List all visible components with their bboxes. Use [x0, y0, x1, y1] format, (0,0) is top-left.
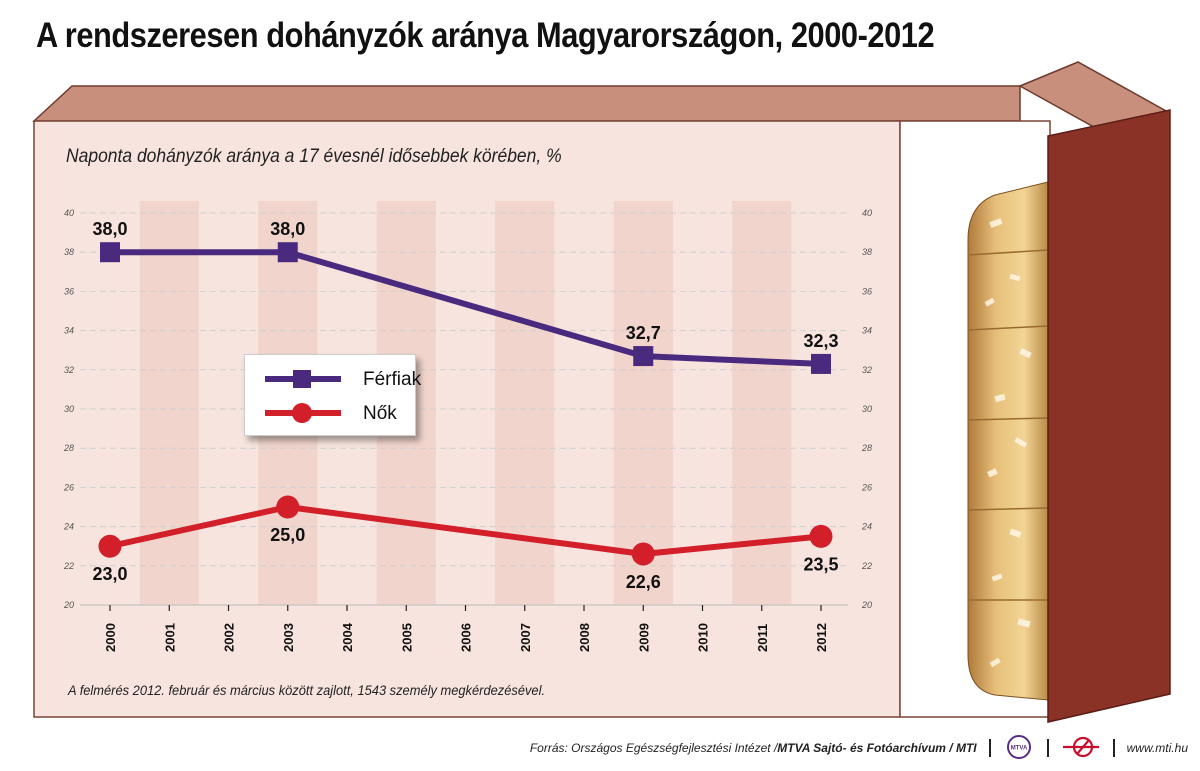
legend-line-female — [265, 403, 341, 423]
data-point-female — [809, 524, 833, 548]
y-tick-label-right: 32 — [862, 365, 872, 375]
cigarettes-icon — [967, 181, 1049, 701]
y-tick-label-left: 32 — [64, 365, 74, 375]
y-tick-label-left: 24 — [63, 522, 74, 532]
data-point-female — [276, 495, 300, 519]
x-tick-label: 2009 — [636, 623, 651, 652]
mtva-logo-text: MTVA — [1010, 745, 1027, 751]
y-tick-label-right: 40 — [862, 208, 872, 218]
x-tick-label: 2008 — [577, 623, 592, 652]
x-tick-label: 2011 — [755, 624, 770, 652]
data-label-female: 23,5 — [803, 554, 838, 574]
data-label-male: 32,3 — [803, 331, 838, 351]
x-tick-label: 2004 — [340, 622, 355, 652]
box-side — [1047, 109, 1171, 723]
data-label-male: 38,0 — [92, 219, 127, 239]
column-stripe — [613, 201, 673, 605]
data-label-female: 23,0 — [92, 564, 127, 584]
x-tick-label: 2001 — [162, 623, 177, 652]
footer-separator — [988, 739, 991, 757]
data-label-female: 22,6 — [626, 572, 661, 592]
y-tick-label-left: 22 — [63, 561, 74, 571]
mti-logo-icon — [1061, 735, 1101, 762]
footer-source: Forrás: Országos Egészségfejlesztési Int… — [529, 741, 778, 755]
page-title: A rendszeresen dohányzók aránya Magyaror… — [36, 16, 935, 55]
y-tick-label-right: 22 — [861, 561, 872, 571]
x-tick-label: 2007 — [518, 623, 533, 652]
data-label-male: 32,7 — [626, 323, 661, 343]
data-label-male: 38,0 — [270, 219, 305, 239]
footer: Forrás: Országos Egészségfejlesztési Int… — [529, 734, 1188, 762]
legend-item-male: Férfiak — [263, 367, 421, 391]
y-tick-label-left: 20 — [63, 600, 74, 610]
box-top — [32, 85, 1021, 122]
y-tick-label-right: 30 — [862, 404, 872, 414]
footer-separator — [1046, 739, 1049, 757]
survey-note: A felmérés 2012. február és március közö… — [68, 682, 546, 698]
data-point-male — [811, 353, 831, 374]
column-stripe — [139, 201, 199, 605]
x-tick-label: 2012 — [814, 623, 829, 652]
footer-website: www.mti.hu — [1126, 741, 1188, 755]
chart-subtitle: Naponta dohányzók aránya a 17 évesnél id… — [66, 146, 562, 167]
data-point-male — [277, 242, 298, 263]
data-point-female — [98, 534, 122, 558]
footer-archive: MTVA Sajtó- és Fotóarchívum / MTI — [777, 741, 977, 755]
y-tick-label-left: 34 — [64, 326, 74, 336]
legend-label-female: Nők — [363, 403, 397, 424]
series-line-male — [110, 249, 822, 367]
y-tick-label-right: 28 — [861, 443, 872, 453]
data-label-female: 25,0 — [270, 525, 305, 545]
x-tick-label: 2010 — [696, 623, 711, 652]
data-point-male — [633, 346, 654, 367]
y-tick-label-right: 34 — [862, 326, 872, 336]
y-tick-label-left: 26 — [63, 482, 74, 492]
y-tick-label-right: 24 — [861, 522, 872, 532]
x-tick-label: 2000 — [103, 623, 118, 652]
y-tick-label-left: 30 — [64, 404, 74, 414]
y-tick-label-right: 38 — [862, 247, 872, 257]
y-tick-label-left: 38 — [64, 247, 74, 257]
footer-separator — [1112, 739, 1115, 757]
y-tick-label-right: 36 — [862, 286, 872, 296]
legend-line-male — [265, 370, 341, 388]
x-tick-label: 2005 — [399, 623, 414, 652]
data-point-female — [631, 542, 655, 566]
y-tick-label-left: 40 — [64, 208, 74, 218]
mtva-logo-icon: MTVA — [1003, 734, 1035, 762]
y-tick-label-right: 20 — [861, 600, 872, 610]
y-tick-label-left: 28 — [63, 443, 74, 453]
y-tick-label-right: 26 — [861, 482, 872, 492]
x-tick-label: 2006 — [459, 623, 474, 652]
data-point-male — [100, 242, 120, 263]
column-stripe — [495, 201, 555, 605]
legend-item-female: Nők — [263, 401, 413, 425]
x-tick-label: 2002 — [222, 623, 237, 652]
legend-label-male: Férfiak — [363, 369, 422, 390]
chart-legend: Férfiak Nők — [244, 354, 421, 436]
x-tick-label: 2003 — [281, 623, 296, 652]
series-line-female — [109, 504, 822, 558]
y-tick-label-left: 36 — [64, 286, 74, 296]
